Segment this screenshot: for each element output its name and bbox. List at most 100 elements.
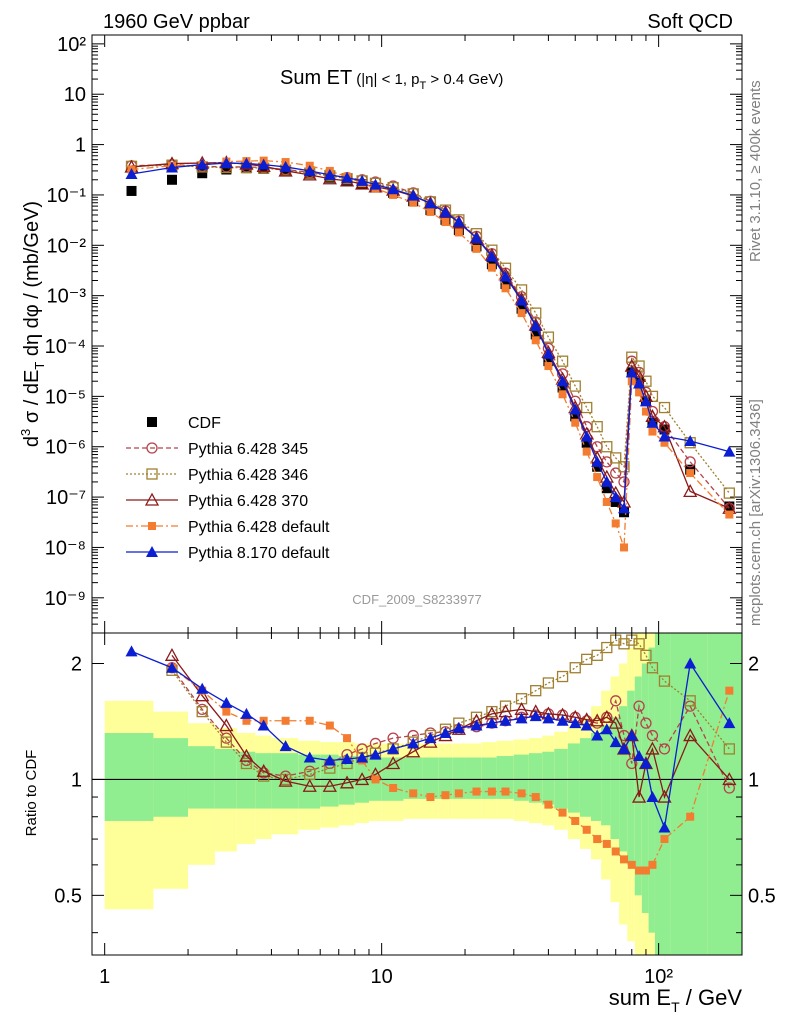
ratio-data-point <box>339 775 355 789</box>
ratio-y-tick-label: 1 <box>71 769 82 791</box>
data-point <box>517 309 526 318</box>
ratio-data-point <box>544 800 553 809</box>
data-point <box>557 382 568 393</box>
ratio-data-point <box>242 716 251 725</box>
ratio-series-pythia-6-428-370 <box>164 647 737 803</box>
legend-marker <box>148 522 156 530</box>
data-point <box>409 198 418 207</box>
inner-band-segment <box>214 748 237 809</box>
legend-item-cdf: CDF <box>147 415 221 432</box>
data-point <box>369 178 382 190</box>
data-point <box>683 483 698 497</box>
ratio-data-point <box>487 787 496 796</box>
data-point <box>648 427 657 436</box>
ratio-data-point <box>602 839 611 848</box>
inner-band-segment <box>528 753 543 803</box>
ratio-data-point <box>618 742 631 754</box>
data-point <box>580 430 593 442</box>
data-point <box>126 185 137 196</box>
inner-band-segment <box>648 647 655 933</box>
ratio-data-point <box>542 712 555 724</box>
data-point <box>569 380 581 392</box>
analysis-id-label: CDF_2009_S8233977 <box>352 592 481 607</box>
ratio-panel: 0.5 0.5 1 1 2 2 1 10 10² Ratio to CDF sum ET / … <box>23 632 776 1015</box>
data-point <box>542 347 555 359</box>
ratio-data-point <box>646 662 659 674</box>
ratio-data-point <box>426 793 435 802</box>
ratio-data-point <box>387 742 400 754</box>
mcplots-reference-label: mcplots.cern.ch [arXiv:1306.3436] <box>747 399 764 626</box>
inner-band-segment <box>591 732 602 821</box>
inner-band-segment <box>707 633 742 955</box>
ratio-data-point <box>601 641 613 654</box>
series-line <box>131 159 730 548</box>
data-point <box>389 190 398 199</box>
inner-band-segment <box>641 663 649 913</box>
ratio-data-point <box>323 754 336 766</box>
ratio-data-point <box>627 860 636 869</box>
data-point <box>618 461 630 473</box>
data-point <box>125 168 138 180</box>
x-tick-label: 10 <box>371 966 393 988</box>
data-point <box>591 455 604 467</box>
ratio-data-point <box>684 695 696 707</box>
ratio-data-point <box>531 793 540 802</box>
ratio-data-point <box>633 750 646 762</box>
ratio-data-point <box>625 729 638 741</box>
data-point <box>542 331 555 343</box>
ratio-data-point <box>591 729 604 741</box>
ratio-data-point <box>196 705 208 718</box>
data-point <box>470 231 483 243</box>
ratio-data-point <box>369 748 382 760</box>
data-point <box>196 158 209 170</box>
ratio-data-point <box>125 645 138 657</box>
data-point <box>558 390 567 399</box>
inner-band-segment <box>554 748 568 809</box>
ratio-data-point <box>530 685 542 697</box>
legend-marker <box>146 546 158 557</box>
y-axis-label: d3 σ / dET dη dφ / (mb/GeV) <box>18 201 47 447</box>
ratio-series-line <box>171 667 730 789</box>
ratio-data-point <box>485 717 498 729</box>
ratio-data-point <box>454 789 463 798</box>
ratio-data-point <box>542 677 555 689</box>
legend-label: Pythia 6.428 default <box>188 519 330 536</box>
ratio-data-point <box>723 743 735 755</box>
data-point <box>601 456 613 468</box>
data-point <box>641 407 650 416</box>
data-point <box>197 168 208 179</box>
ratio-data-point <box>386 756 401 770</box>
ratio-data-point <box>569 717 582 729</box>
data-point <box>610 452 622 464</box>
ratio-data-point <box>239 748 254 762</box>
y-tick-label: 10⁻² <box>47 235 87 257</box>
inner-band-segment <box>513 754 529 801</box>
ratio-data-point <box>580 719 593 731</box>
data-point <box>609 491 622 503</box>
ratio-data-point <box>222 707 231 716</box>
ratio-data-point <box>608 715 623 729</box>
ratio-y-tick-label: 0.5 <box>54 885 82 907</box>
ratio-data-point <box>686 812 695 821</box>
data-point <box>569 403 582 415</box>
ratio-data-point <box>599 709 614 723</box>
ratio-data-point <box>593 835 602 844</box>
y-tick-label: 10⁻⁶ <box>45 437 86 459</box>
ratio-data-point <box>556 670 569 683</box>
ratio-data-point <box>610 695 622 707</box>
ratio-data-point <box>441 791 450 800</box>
data-point <box>544 362 553 371</box>
data-point <box>618 476 630 488</box>
data-point <box>601 483 612 494</box>
data-point <box>501 284 510 293</box>
data-point <box>602 497 611 506</box>
main-panel-frame <box>91 34 743 634</box>
legend-label: CDF <box>188 415 221 432</box>
inner-band-segment <box>601 725 611 826</box>
data-point <box>611 519 620 528</box>
uncertainty-bands <box>104 633 742 955</box>
ratio-data-point <box>257 719 270 731</box>
data-point <box>582 447 591 456</box>
data-point <box>724 501 735 512</box>
